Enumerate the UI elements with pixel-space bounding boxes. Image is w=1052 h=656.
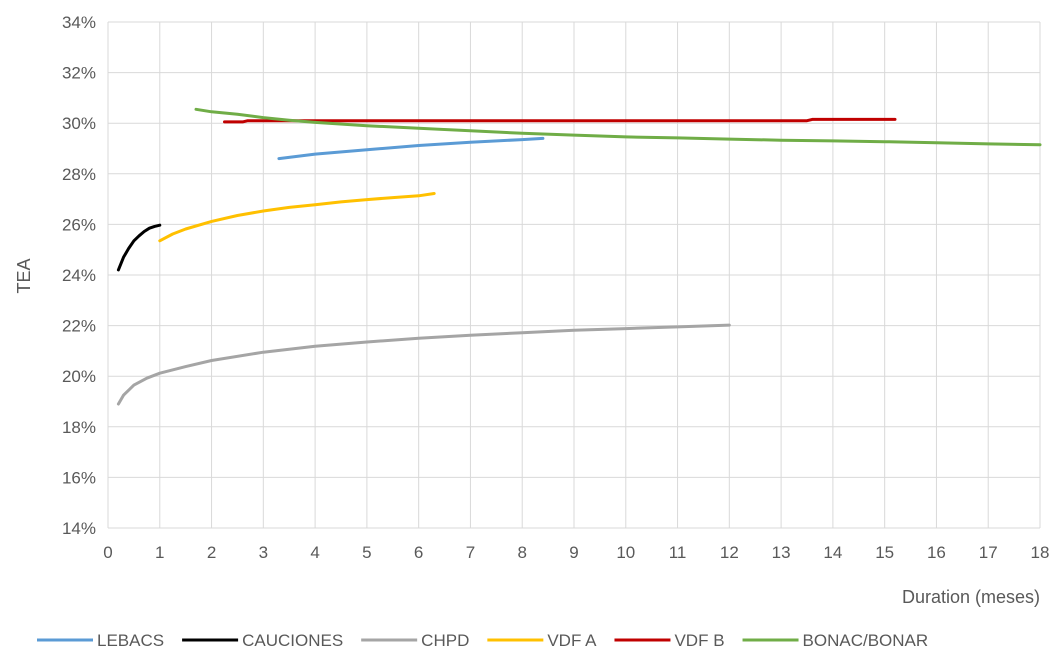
gridlines <box>107 21 1041 529</box>
legend-item-bonac-bonar: BONAC/BONAR <box>742 631 929 650</box>
x-tick-label: 15 <box>875 543 894 562</box>
x-tick-label: 11 <box>669 543 687 562</box>
legend-label: CHPD <box>421 631 469 650</box>
y-tick-label: 18% <box>62 418 96 437</box>
x-tick-label: 6 <box>414 543 423 562</box>
x-tick-label: 1 <box>155 543 164 562</box>
legend-item-lebacs: LEBACS <box>37 631 164 650</box>
x-tick-label: 10 <box>616 543 635 562</box>
series-line-bonac-bonar <box>194 107 1042 147</box>
x-tick-label: 8 <box>517 543 526 562</box>
y-tick-label: 16% <box>62 468 96 487</box>
series-line-chpd <box>116 323 731 406</box>
series-line-vdf-a <box>158 192 436 243</box>
x-tick-label: 3 <box>259 543 268 562</box>
x-tick-label: 2 <box>207 543 216 562</box>
legend-label: VDF B <box>674 631 724 650</box>
y-tick-label: 34% <box>62 13 96 32</box>
x-tick-label: 12 <box>720 543 739 562</box>
legend: LEBACS CAUCIONES CHPD VDF A VDF B BONAC/BONAR <box>37 631 928 650</box>
legend-label: LEBACS <box>97 631 164 650</box>
x-tick-label: 9 <box>569 543 578 562</box>
y-axis-ticks: 14% 16% 18% 20% 22% 24% 26% 28% 30% 32% 34% <box>62 13 96 538</box>
x-tick-label: 18 <box>1031 543 1050 562</box>
x-tick-label: 7 <box>466 543 475 562</box>
y-tick-label: 26% <box>62 215 96 234</box>
y-tick-label: 30% <box>62 114 96 133</box>
y-axis-title: TEA <box>14 258 34 293</box>
y-tick-label: 24% <box>62 266 96 285</box>
x-tick-label: 14 <box>823 543 842 562</box>
legend-label: VDF A <box>547 631 597 650</box>
y-tick-label: 32% <box>62 64 96 83</box>
x-tick-label: 5 <box>362 543 371 562</box>
legend-label: BONAC/BONAR <box>803 631 929 650</box>
series-line-lebacs <box>277 136 545 161</box>
legend-item-vdf-a: VDF A <box>487 631 597 650</box>
y-tick-label: 28% <box>62 165 96 184</box>
y-tick-label: 14% <box>62 519 96 538</box>
legend-item-vdf-b: VDF B <box>614 631 725 650</box>
x-tick-label: 17 <box>979 543 998 562</box>
x-axis-title: Duration (meses) <box>902 587 1040 607</box>
x-tick-label: 0 <box>103 543 112 562</box>
x-axis-ticks: 0 1 2 3 4 5 6 7 8 9 10 11 12 13 14 15 16 17 18 <box>103 543 1049 562</box>
series-line-cauciones <box>116 223 162 272</box>
series-line-vdf-b <box>223 117 897 124</box>
x-tick-label: 16 <box>927 543 946 562</box>
legend-item-chpd: CHPD <box>361 631 469 650</box>
legend-item-cauciones: CAUCIONES <box>182 631 343 650</box>
x-tick-label: 4 <box>310 543 319 562</box>
y-tick-label: 20% <box>62 367 96 386</box>
series-lines <box>116 107 1042 406</box>
x-tick-label: 13 <box>772 543 791 562</box>
legend-label: CAUCIONES <box>242 631 343 650</box>
y-tick-label: 22% <box>62 317 96 336</box>
